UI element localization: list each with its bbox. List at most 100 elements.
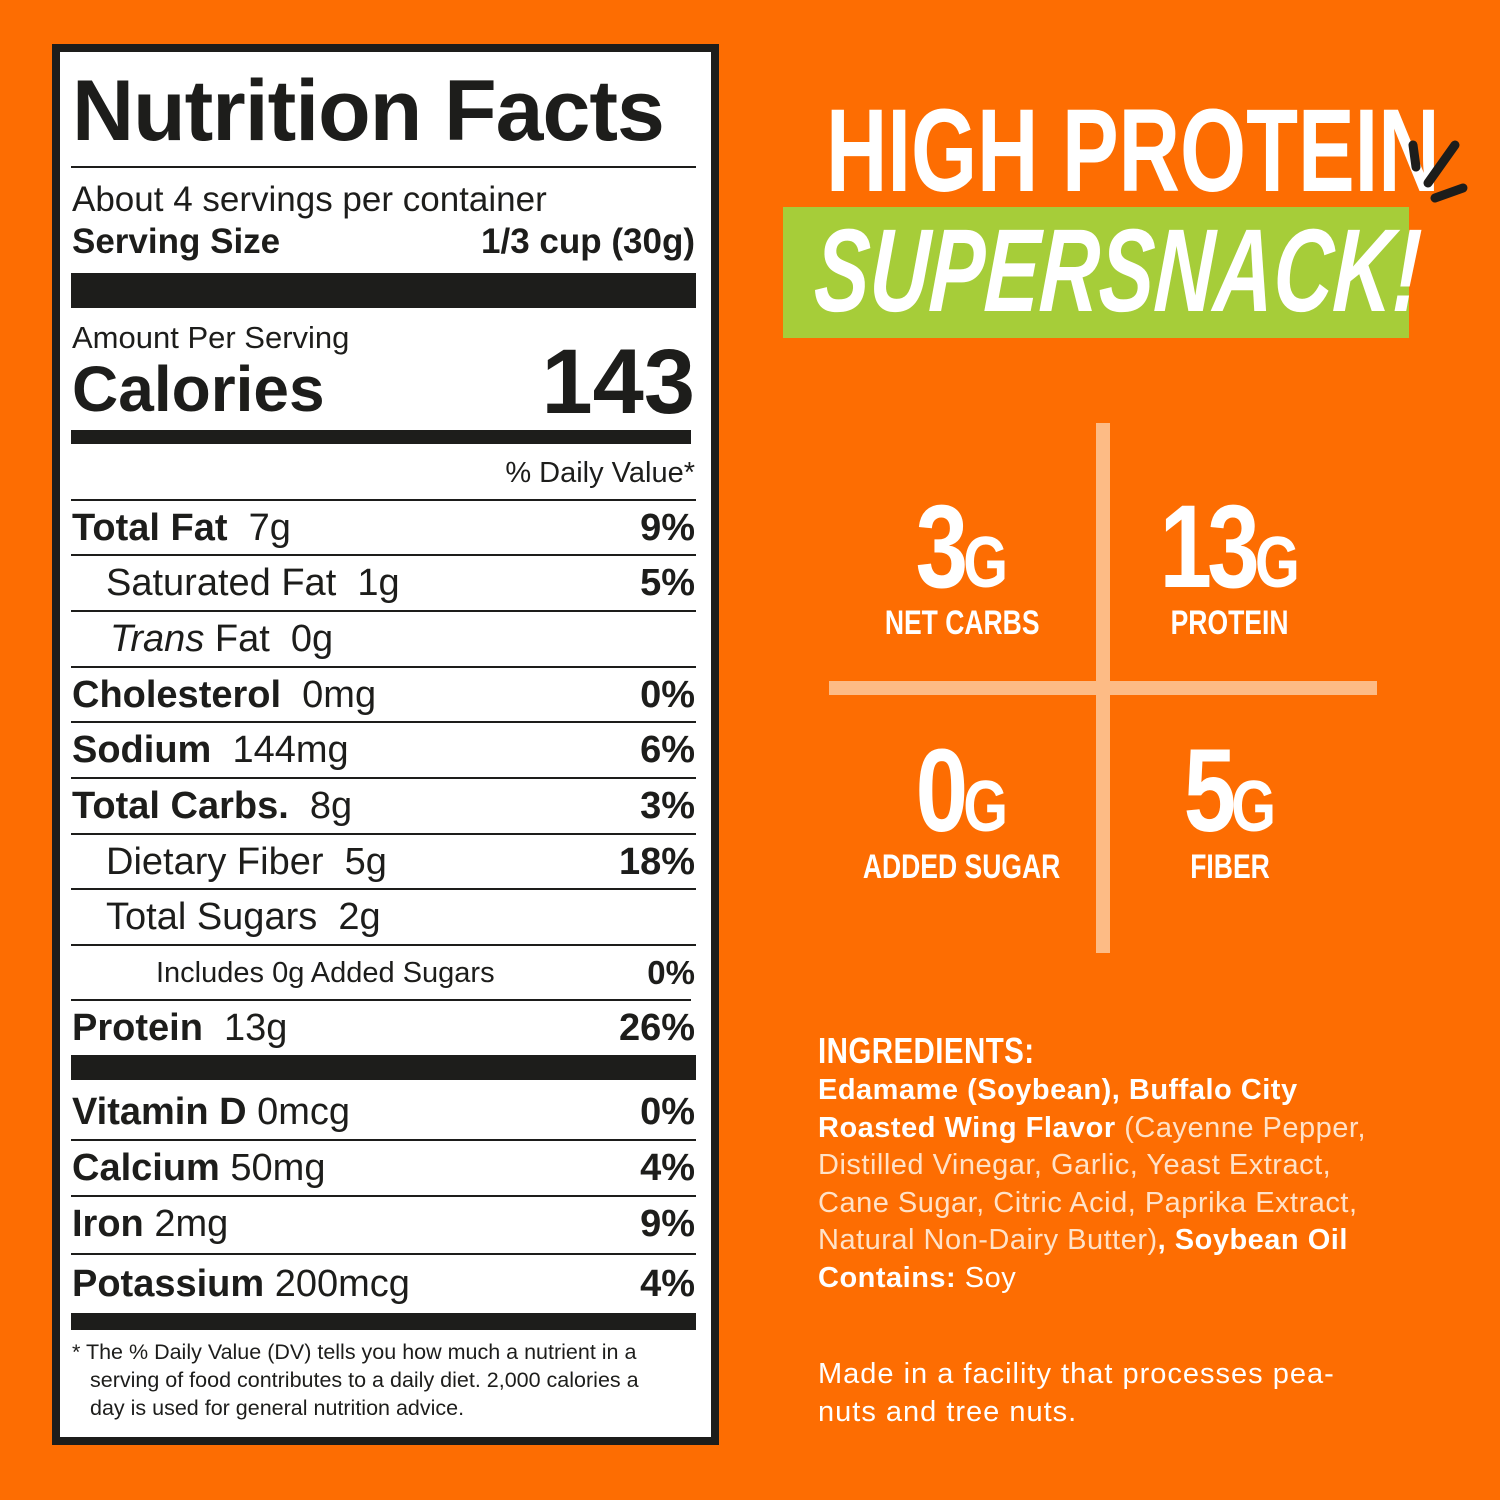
- vitamin-daily-value: 9%: [640, 1202, 695, 1245]
- nutrient-name: Cholesterol 0mg: [72, 674, 376, 717]
- nutrient-row: Trans Fat 0g: [72, 611, 695, 667]
- vitamin-name: Calcium 50mg: [72, 1147, 325, 1190]
- nutrient-name: Saturated Fat 1g: [106, 562, 400, 605]
- nutrient-name-italic: Trans: [110, 617, 205, 660]
- burst-lines-icon: [1408, 140, 1468, 203]
- nutrient-row: Saturated Fat 1g 5%: [72, 555, 695, 611]
- nutrient-name: Sodium 144mg: [72, 729, 349, 772]
- nutrient-amount: 1g: [357, 561, 400, 604]
- headline-line2: SUPERSNACK!: [811, 205, 1425, 337]
- nutrient-row: Sodium 144mg 6%: [72, 722, 695, 778]
- nutrient-name: Total Sugars 2g: [106, 896, 381, 939]
- vitamin-name: Potassium 200mcg: [72, 1263, 410, 1306]
- contains-value: Soy: [956, 1261, 1017, 1294]
- highlight-net-carbs: 3G NET CARBS: [812, 488, 1112, 643]
- ingredients-line: Roasted Wing Flavor: [818, 1111, 1116, 1144]
- highlight-added-sugar: 0G ADDED SUGAR: [812, 732, 1112, 887]
- facility-notice: Made in a facility that processes pea- n…: [818, 1355, 1335, 1431]
- highlight-unit: G: [963, 767, 1009, 847]
- vitamin-name: Iron 2mg: [72, 1203, 228, 1246]
- divider: [71, 888, 696, 890]
- nutrient-label: Total Sugars: [106, 895, 318, 938]
- highlight-number-text: 0: [915, 725, 968, 857]
- nutrient-amount: 8g: [309, 784, 353, 827]
- divider: [71, 1253, 696, 1255]
- nutrient-amount: 13g: [224, 1006, 288, 1049]
- vitamin-daily-value: 4%: [640, 1262, 695, 1305]
- nutrient-daily-value: 18%: [618, 840, 695, 883]
- facility-line: nuts and tree nuts.: [818, 1396, 1078, 1428]
- divider-thick: [71, 273, 696, 308]
- daily-value-header: % Daily Value*: [505, 457, 695, 489]
- vitamin-label: Calcium: [72, 1146, 220, 1189]
- vitamin-row: Iron 2mg 9%: [72, 1196, 695, 1252]
- nutrient-daily-value: 6%: [640, 728, 695, 771]
- highlight-value: 5G: [1080, 732, 1380, 850]
- highlight-protein: 13G PROTEIN: [1080, 488, 1380, 643]
- nutrient-label: Includes 0g Added Sugars: [156, 956, 495, 989]
- nutrient-label: Total Carbs.: [72, 784, 289, 827]
- nutrient-name: Total Fat 7g: [72, 507, 291, 550]
- nutrient-row: Total Sugars 2g: [72, 889, 695, 945]
- divider: [71, 1139, 696, 1141]
- highlight-number: 3G: [916, 488, 1009, 606]
- vitamin-daily-value: 4%: [640, 1146, 695, 1189]
- nutrient-daily-value: 26%: [618, 1006, 695, 1049]
- ingredients-list: Edamame (Soybean), Buffalo City Roasted …: [818, 1072, 1366, 1297]
- nutrient-name: Dietary Fiber 5g: [106, 841, 387, 884]
- vitamin-amount: 0mcg: [257, 1090, 351, 1133]
- divider: [71, 666, 696, 668]
- highlight-value: 3G: [812, 488, 1112, 606]
- ingredients-line: , Soybean Oil: [1157, 1224, 1348, 1256]
- nutrient-daily-value: 0%: [640, 673, 695, 716]
- divider-thick: [71, 1055, 696, 1080]
- vitamin-name: Vitamin D 0mcg: [72, 1091, 350, 1134]
- ingredients-heading: INGREDIENTS:: [818, 1030, 1082, 1072]
- nutrient-daily-value: 0%: [647, 954, 695, 991]
- highlight-value: 13G: [1080, 488, 1380, 606]
- nutrient-daily-value: 5%: [640, 561, 695, 604]
- headline-high-protein: HIGH PROTEIN: [826, 92, 1500, 210]
- amount-per-serving: Amount Per Serving: [72, 320, 350, 355]
- headline-line1: HIGH PROTEIN: [826, 85, 1440, 217]
- nutrient-amount: 2g: [338, 895, 381, 938]
- contains-label: Contains:: [818, 1261, 957, 1294]
- nutrient-row: Includes 0g Added Sugars 0%: [72, 945, 695, 1001]
- nutrient-row: Total Fat 7g 9%: [72, 500, 695, 556]
- divider: [71, 833, 696, 835]
- headline-supersnack: SUPERSNACK!: [811, 205, 1500, 337]
- nutrient-label: Total Fat: [72, 506, 228, 549]
- divider: [71, 721, 696, 723]
- nutrient-name: Includes 0g Added Sugars: [156, 957, 503, 990]
- calories-label: Calories: [72, 353, 325, 425]
- highlight-number: 0G: [916, 732, 1009, 850]
- nutrient-label: Protein: [72, 1006, 203, 1049]
- divider: [71, 999, 691, 1001]
- footnote-line: serving of food contributes to a daily d…: [90, 1368, 639, 1392]
- footnote-line: day is used for general nutrition advice…: [90, 1396, 465, 1420]
- divider: [71, 1195, 696, 1197]
- divider: [71, 554, 696, 556]
- serving-size-value: 1/3 cup (30g): [481, 222, 695, 261]
- facility-line: Made in a facility that processes pea-: [818, 1358, 1335, 1390]
- nutrient-row: Total Carbs. 8g 3%: [72, 778, 695, 834]
- nutrient-amount: 144mg: [232, 728, 349, 771]
- highlight-label: NET CARBS: [884, 604, 1040, 642]
- nutrient-name: Protein 13g: [72, 1007, 287, 1050]
- vitamin-label: Potassium: [72, 1262, 265, 1305]
- ingredients-line: Natural Non-Dairy Butter): [818, 1224, 1158, 1256]
- nutrient-name: Total Carbs. 8g: [72, 785, 352, 828]
- label-title: Nutrition Facts: [72, 63, 665, 159]
- highlight-label: ADDED SUGAR: [863, 848, 1061, 886]
- vitamin-amount: 2mg: [154, 1202, 229, 1245]
- divider: [71, 610, 696, 612]
- highlight-number: 5G: [1184, 732, 1277, 850]
- footnote-line: * The % Daily Value (DV) tells you how m…: [72, 1340, 637, 1364]
- nutrient-row: Cholesterol 0mg 0%: [72, 667, 695, 723]
- ingredients-line: Edamame (Soybean), Buffalo City: [818, 1074, 1298, 1106]
- nutrient-name-suffix: Fat: [214, 617, 270, 660]
- divider: [71, 777, 696, 779]
- grid-divider-horizontal: [829, 681, 1377, 695]
- footnote: * The % Daily Value (DV) tells you how m…: [72, 1338, 639, 1422]
- highlight-label: PROTEIN: [1171, 604, 1289, 642]
